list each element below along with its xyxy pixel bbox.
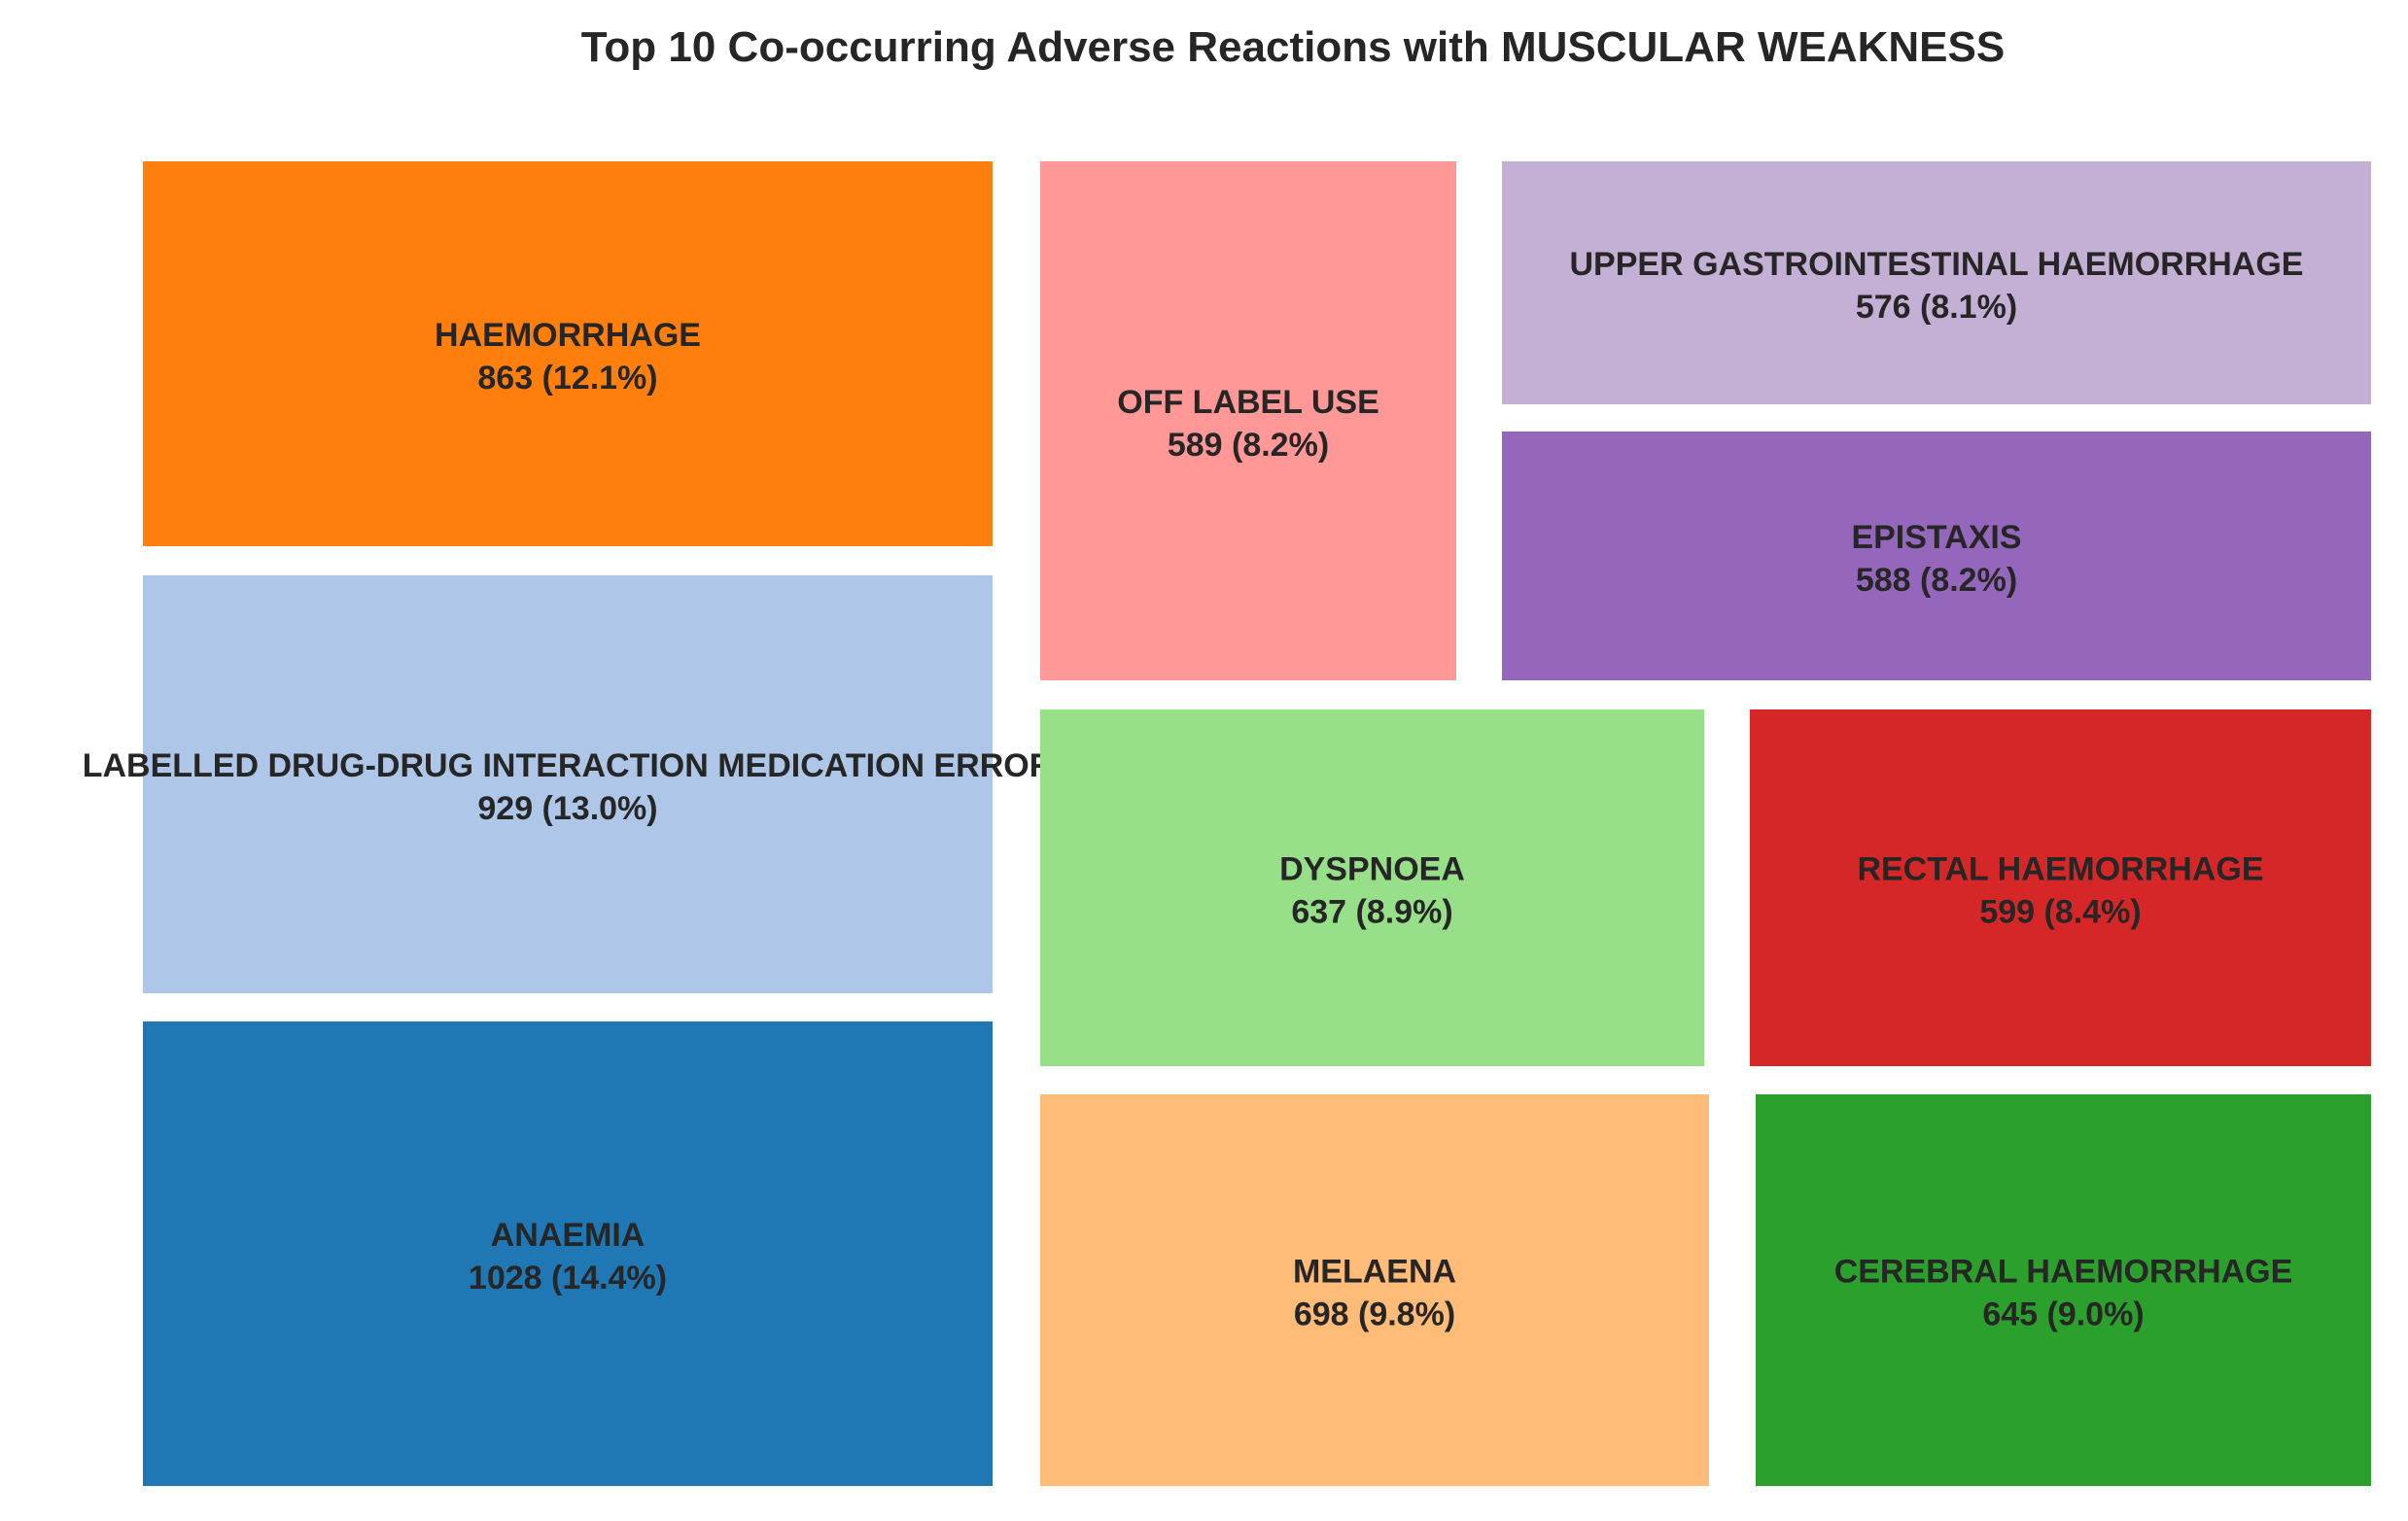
- treemap-value-upper-gastrointestinal-haemorrhage: 576 (8.1%): [1856, 289, 2017, 326]
- treemap-label-haemorrhage: HAEMORRHAGE: [435, 317, 701, 354]
- treemap-cell-anaemia: [143, 1021, 993, 1486]
- treemap-cell-off-label-use: [1040, 161, 1456, 680]
- treemap-value-rectal-haemorrhage: 599 (8.4%): [1979, 894, 2141, 931]
- treemap-value-melaena: 698 (9.8%): [1294, 1296, 1455, 1333]
- treemap-label-epistaxis: EPISTAXIS: [1851, 519, 2021, 556]
- treemap-cells: ANAEMIA 1028 (14.4%) LABELLED DRUG-DRUG IN…: [83, 161, 2371, 1486]
- treemap-label-dyspnoea: DYSPNOEA: [1279, 851, 1465, 888]
- treemap-label-rectal-haemorrhage: RECTAL HAEMORRHAGE: [1857, 851, 2263, 888]
- treemap-cell-epistaxis: [1502, 432, 2371, 680]
- treemap-value-anaemia: 1028 (14.4%): [469, 1260, 667, 1296]
- treemap-value-labelled-drug-drug-interaction-medication-error: 929 (13.0%): [477, 790, 657, 827]
- treemap-label-cerebral-haemorrhage: CEREBRAL HAEMORRHAGE: [1834, 1254, 2293, 1291]
- treemap-label-off-label-use: OFF LABEL USE: [1117, 384, 1379, 421]
- treemap-cell-melaena: [1040, 1094, 1709, 1486]
- treemap-cell-labelled-drug-drug-interaction-medication-error: [143, 575, 993, 993]
- treemap-value-cerebral-haemorrhage: 645 (9.0%): [1982, 1296, 2144, 1333]
- treemap-cell-dyspnoea: [1040, 709, 1704, 1066]
- treemap-label-upper-gastrointestinal-haemorrhage: UPPER GASTROINTESTINAL HAEMORRHAGE: [1570, 246, 2304, 283]
- treemap-value-dyspnoea: 637 (8.9%): [1291, 894, 1452, 931]
- treemap-cell-upper-gastrointestinal-haemorrhage: [1502, 161, 2371, 404]
- treemap-cell-cerebral-haemorrhage: [1756, 1094, 2371, 1486]
- chart-title: Top 10 Co-occurring Adverse Reactions wi…: [581, 23, 2005, 71]
- treemap-value-epistaxis: 588 (8.2%): [1856, 562, 2017, 599]
- treemap-cell-rectal-haemorrhage: [1750, 709, 2371, 1066]
- treemap-label-labelled-drug-drug-interaction-medication-error: LABELLED DRUG-DRUG INTERACTION MEDICATIO…: [83, 747, 1054, 784]
- treemap-label-melaena: MELAENA: [1293, 1254, 1456, 1291]
- treemap-cell-haemorrhage: [143, 161, 993, 546]
- treemap-value-off-label-use: 589 (8.2%): [1168, 427, 1329, 464]
- treemap-label-anaemia: ANAEMIA: [491, 1217, 646, 1254]
- treemap-value-haemorrhage: 863 (12.1%): [477, 360, 657, 397]
